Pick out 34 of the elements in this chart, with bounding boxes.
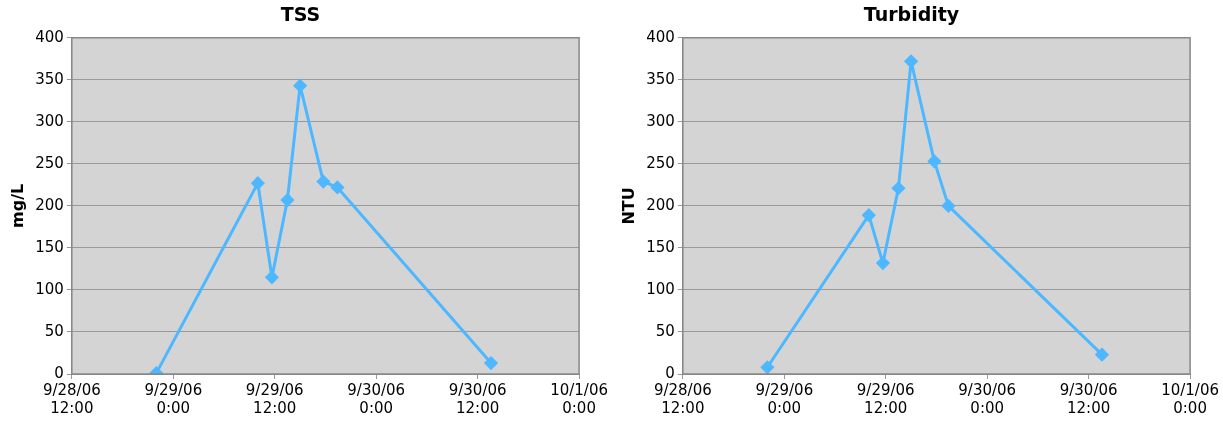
x-tick-label: 9/29/06 12:00 [245, 380, 304, 417]
y-tick-label: 150 [646, 237, 675, 256]
x-tick-label: 9/30/06 0:00 [347, 380, 406, 417]
y-axis-title: NTU [618, 187, 638, 225]
x-tick-label: 10/1/06 0:00 [1161, 380, 1219, 417]
y-axis-title: mg/L [7, 183, 27, 228]
y-tick-label: 50 [44, 321, 64, 340]
x-tick-label: 9/30/06 12:00 [1059, 380, 1118, 417]
x-tick-label: 9/30/06 12:00 [448, 380, 507, 417]
x-tick-label: 9/30/06 0:00 [958, 380, 1017, 417]
y-tick-label: 0 [665, 363, 675, 382]
y-tick-label: 400 [35, 27, 64, 46]
y-tick-label: 350 [646, 69, 675, 88]
y-tick-label: 400 [646, 27, 675, 46]
y-tick-label: 0 [54, 363, 64, 382]
y-tick-label: 350 [35, 69, 64, 88]
y-tick-label: 300 [646, 111, 675, 130]
y-tick-label: 100 [35, 279, 64, 298]
x-tick-label: 10/1/06 0:00 [550, 380, 608, 417]
x-tick-label: 9/28/06 12:00 [653, 380, 712, 417]
chart-title: Turbidity [863, 3, 960, 26]
y-tick-label: 150 [35, 237, 64, 256]
x-tick-label: 9/29/06 0:00 [144, 380, 203, 417]
x-tick-label: 9/29/06 0:00 [755, 380, 814, 417]
y-tick-label: 250 [646, 153, 675, 172]
y-tick-label: 200 [646, 195, 675, 214]
y-tick-label: 200 [35, 195, 64, 214]
y-tick-label: 250 [35, 153, 64, 172]
y-tick-label: 300 [35, 111, 64, 130]
x-tick-label: 9/29/06 12:00 [856, 380, 915, 417]
y-tick-label: 100 [646, 279, 675, 298]
chart-title: TSS [280, 3, 321, 26]
y-tick-label: 50 [655, 321, 675, 340]
x-tick-label: 9/28/06 12:00 [42, 380, 101, 417]
